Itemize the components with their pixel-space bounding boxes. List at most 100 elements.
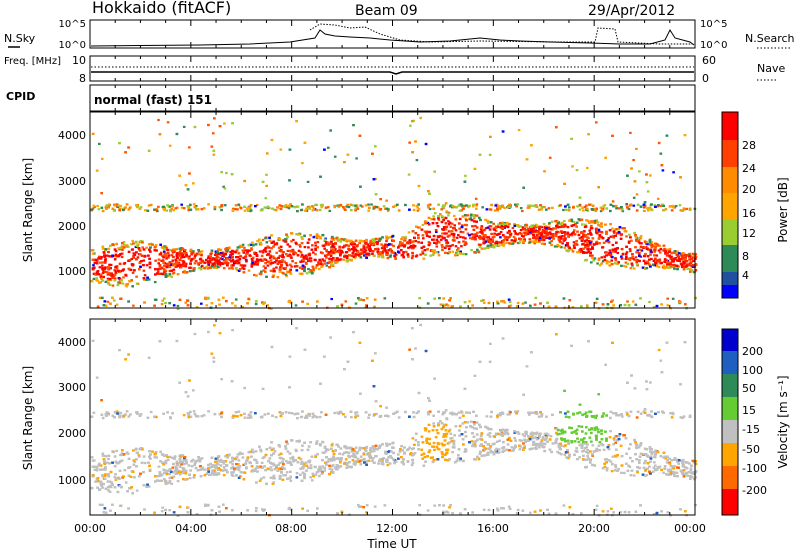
scatter-cell [442,229,445,231]
scatter-cell [662,169,665,171]
scatter-cell [548,238,551,240]
scatter-cell [604,224,607,226]
scatter-cell [324,239,327,241]
scatter-cell [648,259,651,261]
scatter-cell [223,122,226,124]
scatter-cell [272,256,275,258]
scatter-cell [345,255,348,257]
scatter-cell [481,206,484,208]
scatter-cell [455,218,458,220]
station-title: Hokkaido (fitACF) [92,0,231,17]
scatter-cell [678,252,681,254]
scatter-cell [361,206,364,208]
scatter-cell [402,254,405,256]
scatter-cell [430,218,433,220]
scatter-cell [234,305,237,307]
scatter-cell [432,208,435,210]
scatter-cell [484,247,487,249]
scatter-cell [117,284,120,286]
scatter-cell [177,265,180,267]
scatter-cell [235,298,238,300]
scatter-cell [514,233,517,235]
scatter-cell [540,208,543,210]
scatter-cell [568,206,571,208]
scatter-cell [352,124,355,126]
scatter-cell [321,252,324,254]
scatter-cell [255,243,258,245]
scatter-cell [458,222,461,224]
scatter-cell [322,234,325,236]
scatter-cell [633,232,636,234]
scatter-cell [620,206,623,208]
scatter-cell [186,299,189,301]
scatter-cell [589,252,592,254]
scatter-cell [187,304,190,306]
scatter-cell [275,209,278,211]
scatter-cell [474,168,477,170]
scatter-cell [682,252,685,254]
scatter-cell [148,278,151,280]
scatter-cell [103,251,106,253]
scatter-cell [581,207,584,209]
scatter-cell [539,204,542,206]
scatter-cell [334,156,337,158]
scatter-cell [102,261,105,263]
scatter-cell [332,257,335,259]
scatter-cell [636,193,639,195]
scatter-cell [541,206,544,208]
scatter-cell [373,255,376,257]
scatter-cell [107,301,110,303]
scatter-cell [262,303,265,305]
scatter-cell [117,255,120,257]
scatter-cell [432,254,435,256]
scatter-cell [586,242,589,244]
scatter-cell [417,237,420,239]
scatter-cell [576,169,579,171]
scatter-cell [308,271,311,273]
scatter-cell [585,244,588,246]
scatter-cell [648,264,651,266]
scatter-cell [290,273,293,275]
scatter-cell [330,255,333,257]
scatter-cell [428,223,431,225]
scatter-cell [203,262,206,264]
scatter-cell [306,303,309,305]
scatter-cell [143,260,146,262]
scatter-cell [551,221,554,223]
scatter-cell [610,301,613,303]
scatter-cell [636,263,639,265]
scatter-cell [518,129,521,131]
scatter-cell [438,297,441,299]
scatter-cell [307,181,310,183]
scatter-cell [248,254,251,256]
scatter-cell [535,237,538,239]
scatter-cell [498,241,501,243]
scatter-cell [188,267,191,269]
scatter-cell [262,181,265,183]
scatter-cell [357,208,360,210]
scatter-cell [225,172,228,174]
scatter-cell [201,265,204,267]
scatter-cell [600,222,603,224]
scatter-cell [586,248,589,250]
scatter-cell [263,265,266,267]
scatter-cell [456,237,459,239]
scatter-cell [646,267,649,269]
scatter-cell [478,251,481,253]
scatter-cell [294,206,297,208]
scatter-cell [365,239,368,241]
scatter-cell [611,135,614,137]
scatter-cell [511,243,514,245]
scatter-cell [443,205,446,207]
scatter-cell [271,242,274,244]
scatter-cell [163,248,166,250]
scatter-cell [286,271,289,273]
scatter-cell [584,240,587,242]
scatter-cell [625,258,628,260]
scatter-cell [480,227,483,229]
scatter-cell [634,246,637,248]
scatter-cell [634,234,637,236]
scatter-cell [162,256,165,258]
scatter-cell [311,244,314,246]
scatter-cell [585,205,588,207]
